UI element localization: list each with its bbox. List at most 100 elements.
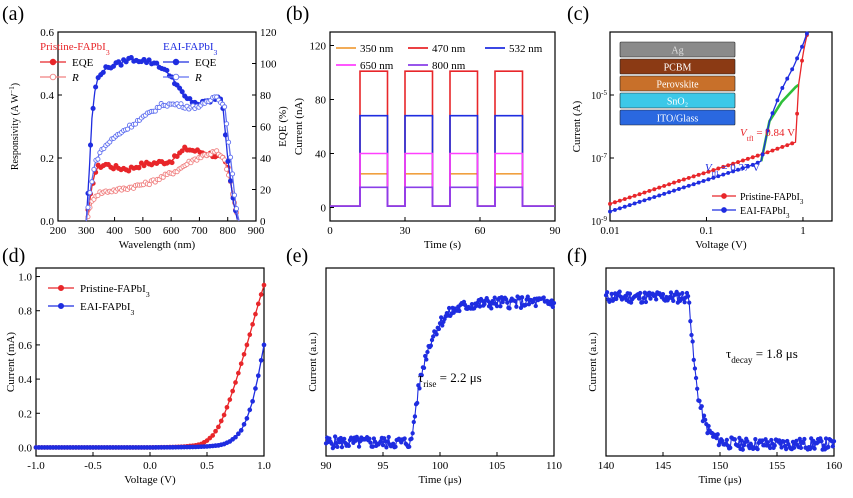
panel-d-data-point <box>236 370 241 376</box>
panel-e-data-point <box>337 440 342 445</box>
panel-c-data-point <box>795 111 800 116</box>
panel-a-xtick-label: 900 <box>248 225 265 237</box>
panel-c-data-point <box>612 207 617 212</box>
panel-a-legend-marker <box>49 73 57 81</box>
panel-f-label: (f) <box>567 245 587 267</box>
panel-e-data-point <box>446 305 452 311</box>
panel-a-data-point <box>123 59 129 65</box>
panel-e-data-point <box>409 436 414 441</box>
panel-c-annotation-pristine: Vtfl = 0.84 V <box>740 127 795 143</box>
panel-f-data-point <box>753 437 758 442</box>
panel-b-legend-label: 532 nm <box>509 43 543 55</box>
panel-d-ytick-label: 0.8 <box>18 306 32 318</box>
panel-c-inset-layer <box>619 109 736 126</box>
panel-d-data-point <box>238 428 244 433</box>
panel-e-data-point <box>549 298 554 303</box>
panel-d-data-point <box>261 282 267 288</box>
panel-c-data-point <box>731 169 736 174</box>
panel-e-data-point <box>533 303 538 309</box>
panel-c-data-point <box>647 196 652 201</box>
panel-e-data-point <box>332 434 338 439</box>
panel-b-xtick-label: 0 <box>327 225 333 237</box>
panel-d-series-line <box>36 284 265 449</box>
panel-f-xtick-label: 145 <box>655 460 672 472</box>
panel-a-data-point <box>224 121 230 127</box>
panel-e-data-point <box>407 444 412 449</box>
panel-b-xtick-label: 30 <box>400 225 412 237</box>
panel-f-data-point <box>830 444 836 449</box>
panel-e-data-point <box>386 434 391 440</box>
panel-a-data-point <box>231 192 238 198</box>
panel-f-data-point <box>648 296 653 301</box>
panel-c-data-point <box>681 185 686 190</box>
panel-c-inset-layer <box>619 92 736 109</box>
panel-c-label: (c) <box>567 3 589 25</box>
panel-b-frame <box>329 31 556 222</box>
panel-e-data-point <box>500 299 505 305</box>
panel-f-annotation: τdecay = 1.8 μs <box>726 346 798 365</box>
panel-c-data-point <box>716 166 721 171</box>
panel-f-data-point <box>636 296 642 301</box>
panel-a-data-point <box>115 59 122 65</box>
panel-d-series-line <box>36 344 265 449</box>
panel-c-ytick-label: 10-9 <box>591 215 607 228</box>
panel-f-xlabel: Time (μs) <box>698 474 741 486</box>
panel-c-data-point <box>755 153 760 158</box>
panel-a-right-ytick-label: 120 <box>260 27 277 39</box>
panel-f-data-point <box>763 437 768 442</box>
panel-e-data-point <box>335 444 340 450</box>
panel-c-data-point <box>642 198 647 203</box>
panel-d-data-point <box>255 373 261 379</box>
panel-f-xtick-label: 150 <box>712 460 729 472</box>
panel-a-data-point <box>110 166 116 172</box>
panel-a-data-point <box>177 85 183 91</box>
panel-a-right-ytick-label: 40 <box>260 153 272 165</box>
panel-a-ylabel: Responsivity (A W−1) <box>8 83 21 170</box>
panel-f-data-point <box>801 440 806 446</box>
panel-c-data-point <box>686 183 691 188</box>
panel-c-data-point <box>652 195 657 199</box>
panel-c-data-point <box>657 185 662 190</box>
panel-a-data-point <box>227 178 234 184</box>
panel-e-data-point <box>505 300 510 305</box>
panel-d-data-point <box>250 322 255 327</box>
panel-c-data-point <box>745 164 750 169</box>
panel-e-data-point <box>492 295 497 300</box>
panel-a-data-point <box>89 179 95 185</box>
panel-a-right-ytick-label: 0 <box>260 216 266 228</box>
panel-c-ylabel: Current (A) <box>571 100 583 152</box>
panel-e-data-point <box>518 305 524 310</box>
panel-e-data-point <box>525 294 530 299</box>
panel-f-data-point <box>676 292 682 297</box>
panel-f-data-point <box>641 296 646 301</box>
panel-f-data-point <box>779 445 784 450</box>
panel-a-right-ytick-label: 100 <box>260 59 277 71</box>
panel-f-data-point <box>640 300 645 305</box>
panel-a-ylabel-right: EQE (%) <box>277 106 289 147</box>
panel-a-data-point <box>141 163 147 169</box>
panel-e-data-point <box>342 436 347 442</box>
panel-c-data-point <box>701 171 706 176</box>
panel-d-frame <box>35 267 265 457</box>
panel-f-data-point <box>760 438 765 443</box>
panel-c-data-point <box>691 182 696 187</box>
panel-d-ytick-label: 0.6 <box>18 340 32 352</box>
panel-e-data-point <box>431 334 436 339</box>
panel-c-ytick-label: 10-5 <box>591 89 607 102</box>
panel-c-data-point <box>637 199 642 204</box>
panel-e-data-point <box>507 306 512 311</box>
panel-e-data-point <box>498 304 503 309</box>
panel-a-data-point <box>226 139 232 145</box>
panel-c-data-point <box>676 179 681 183</box>
panel-b-ylabel: Current (nA) <box>293 98 305 155</box>
panel-e-data-point <box>429 337 435 343</box>
panel-d-data-point <box>244 416 250 421</box>
panel-c-data-point <box>662 191 667 196</box>
panel-e-xtick-label: 95 <box>378 460 390 472</box>
panel-f-data-point <box>643 299 649 305</box>
panel-c-legend-label: Pristine-FAPbI3 <box>740 192 804 206</box>
panel-a-data-point <box>125 126 131 132</box>
panel-c-data-point <box>652 187 657 192</box>
panel-d-ytick-label: 0.4 <box>18 374 32 386</box>
